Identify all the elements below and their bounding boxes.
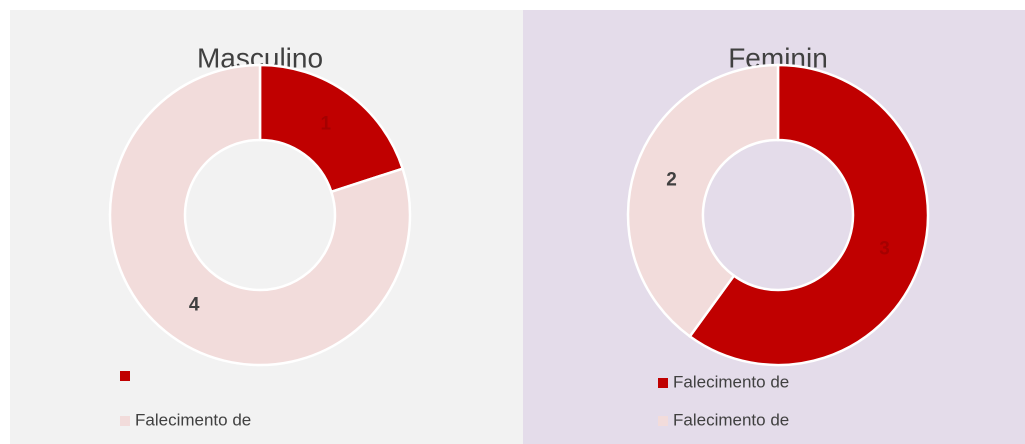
slice bbox=[108, 63, 412, 367]
data-label: 4 bbox=[189, 295, 200, 316]
legend-marker bbox=[120, 416, 130, 426]
slice bbox=[688, 63, 930, 367]
legend-marker bbox=[658, 416, 668, 426]
legend-marker bbox=[120, 371, 130, 381]
legend-label: Falecimento de bbox=[135, 410, 251, 429]
slice bbox=[626, 63, 780, 339]
data-label: 3 bbox=[879, 239, 890, 260]
data-label: 1 bbox=[321, 113, 332, 134]
legend-label: Falecimento de bbox=[673, 372, 789, 391]
legend-marker bbox=[658, 378, 668, 388]
legend-label: Falecimento de bbox=[673, 410, 789, 429]
data-label: 2 bbox=[666, 169, 677, 190]
slice bbox=[258, 63, 405, 194]
